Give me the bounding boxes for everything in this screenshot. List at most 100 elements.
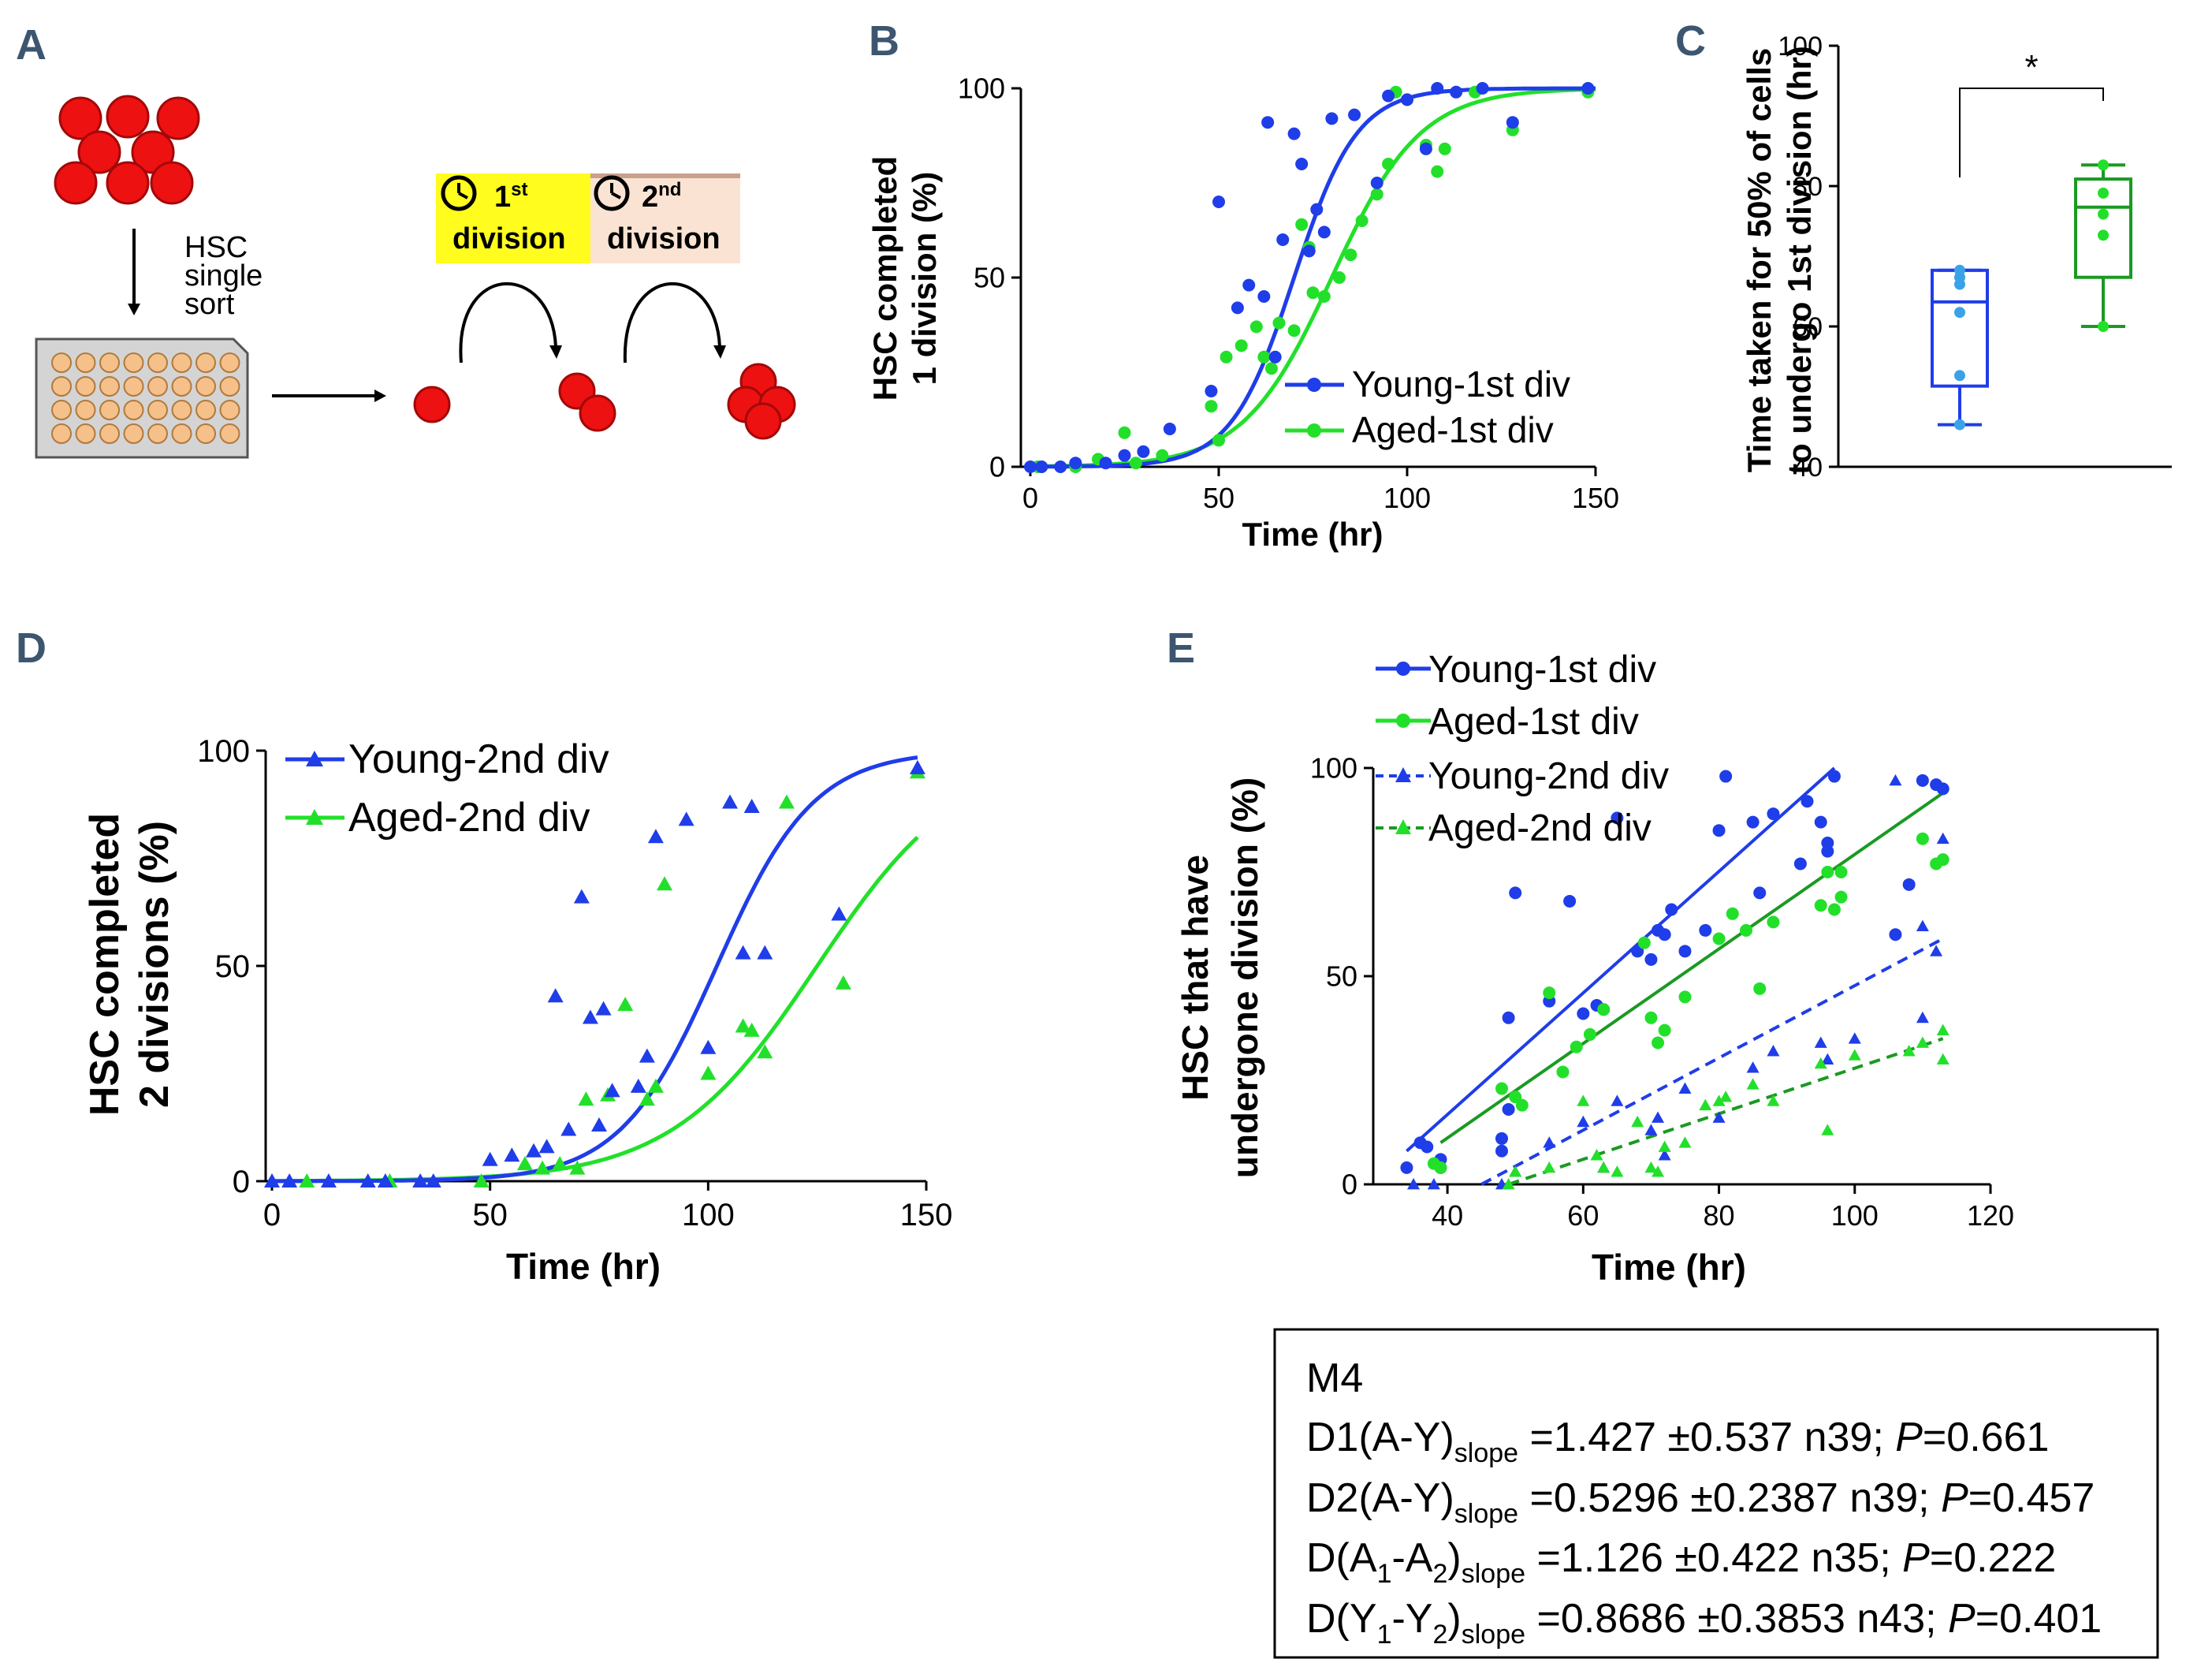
data-point-young-1st-div	[1563, 894, 1577, 908]
stats-title: M4	[1306, 1355, 1363, 1401]
data-point-young-1st-div	[1400, 1161, 1413, 1174]
data-point-young-1st-div	[1801, 795, 1814, 808]
panel-label-a: A	[16, 21, 47, 69]
data-point-aged-2nd-div	[1644, 1161, 1658, 1173]
data-point-young-1st-div	[1678, 945, 1692, 958]
legend-marker-e-aged-1st	[1396, 714, 1410, 728]
clock-icon	[441, 175, 477, 211]
data-point-aged-2nd-div	[1936, 1053, 1949, 1064]
data-point-young-1st-div	[1793, 857, 1807, 871]
legend-e: Young-1st div Aged-1st div Young-2nd div…	[1376, 649, 1669, 849]
data-point-young-2nd	[591, 1117, 607, 1132]
data-point-young-1st-div	[1889, 928, 1902, 941]
y-axis-label-e-line-1: HSC that have	[1175, 855, 1216, 1101]
data-point-young-1st-div	[1509, 886, 1522, 900]
data-point-young-1st-div	[1719, 770, 1733, 783]
x-tick-label: 100	[1831, 1199, 1879, 1232]
well	[147, 376, 168, 397]
data-point-aged-1st	[1332, 271, 1346, 284]
legend-marker-e-aged-2nd	[1395, 819, 1411, 834]
data-point-young-2nd	[743, 798, 760, 813]
regression-line-young-1st-div	[1406, 766, 1836, 1153]
data-point-young-1st	[1581, 82, 1595, 95]
data-point-young-1st	[1302, 244, 1316, 258]
data-point-young	[1954, 307, 1965, 319]
panel-label-c: C	[1675, 17, 1706, 65]
data-point-young	[1954, 264, 1965, 276]
legend-marker-aged-2nd	[306, 809, 323, 825]
well	[147, 400, 168, 420]
data-point-young-2nd-div	[1916, 1011, 1929, 1023]
data-point-young-1st	[1506, 116, 1519, 129]
well	[171, 400, 192, 420]
data-point-aged-2nd-div	[1814, 1057, 1827, 1069]
well	[51, 400, 72, 420]
data-point-young-2nd	[425, 1173, 441, 1187]
y-axis-label-c-line-1: Time taken for 50% of cells	[1741, 48, 1778, 472]
data-point-young-1st-div	[1902, 878, 1916, 891]
data-point-aged	[2098, 321, 2109, 332]
daughter-cell	[579, 394, 616, 432]
well	[75, 400, 96, 420]
data-point-aged-1st-div	[1583, 1027, 1596, 1041]
data-point-young-2nd-div	[1427, 1178, 1440, 1190]
x-tick-label: 100	[682, 1198, 735, 1232]
panel-label-d: D	[16, 624, 47, 672]
data-point-young-1st	[1450, 85, 1463, 99]
well	[51, 352, 72, 373]
data-point-aged-2nd	[743, 1022, 760, 1037]
y-tick-label: 50	[1326, 960, 1357, 993]
y-tick-label: 50	[974, 262, 1005, 294]
data-point-young-1st-div	[1712, 824, 1726, 837]
data-point-aged-2nd-div	[1652, 1165, 1665, 1177]
data-point-aged-1st-div	[1570, 1040, 1583, 1053]
data-point-young-2nd	[504, 1147, 520, 1162]
data-point-aged-1st	[1249, 320, 1263, 334]
well	[75, 376, 96, 397]
second-division-word: division	[607, 222, 721, 255]
data-point-aged-1st-div	[1556, 1065, 1570, 1079]
panel-label-b: B	[869, 17, 899, 65]
data-point-aged-2nd-div	[1543, 1161, 1556, 1173]
data-point-young-1st	[1476, 82, 1489, 95]
data-point-aged-2nd	[473, 1173, 490, 1187]
data-point-young-2nd	[359, 1173, 376, 1187]
data-point-young-1st	[1325, 112, 1339, 125]
data-point-aged-1st	[1156, 449, 1169, 462]
data-point-young-2nd-div	[1644, 1124, 1658, 1135]
data-point-young-2nd	[735, 945, 751, 960]
data-point-young-2nd-div	[1767, 1045, 1780, 1057]
plate-arrowhead	[374, 390, 386, 402]
data-point-young-1st-div	[1502, 1102, 1515, 1116]
well	[99, 423, 120, 444]
data-point-young-1st-div	[1665, 903, 1678, 916]
legend-marker-young	[1307, 378, 1321, 392]
x-tick-label: 60	[1567, 1199, 1599, 1232]
legend-label-aged-1st: Aged-1st div	[1352, 409, 1554, 450]
data-point-aged-2nd	[552, 1156, 568, 1171]
data-point-young-2nd-div	[1848, 1032, 1861, 1044]
data-point-aged-1st-div	[1509, 1091, 1522, 1104]
data-point-young-1st	[1268, 350, 1282, 364]
data-point-aged-2nd-div	[1590, 1149, 1603, 1161]
data-point-young-1st	[1370, 177, 1383, 189]
data-point-young	[1954, 370, 1965, 382]
data-point-young-1st-div	[1611, 811, 1624, 825]
data-point-aged-2nd	[617, 997, 634, 1012]
data-point-young-2nd-div	[1916, 919, 1929, 932]
data-point-aged-2nd-div	[1936, 1023, 1949, 1036]
data-point-young-2nd	[264, 1173, 280, 1187]
data-point-young-2nd	[831, 906, 847, 921]
data-point-aged-2nd	[534, 1160, 551, 1175]
x-tick-label: 50	[1203, 482, 1234, 514]
data-point-aged-1st-div	[1821, 866, 1834, 878]
panel-label-e: E	[1167, 624, 1195, 672]
x-tick-label: 150	[900, 1198, 953, 1232]
data-point-aged-1st	[1438, 142, 1451, 155]
data-point-aged-2nd-div	[1746, 1078, 1760, 1090]
well	[219, 376, 240, 397]
data-point-aged-2nd-div	[1502, 1178, 1515, 1190]
data-point-young-2nd	[377, 1173, 393, 1187]
hsc-division-schematic: HSC single sort 1st division 2nd divisio…	[35, 95, 796, 459]
data-point-young-2nd-div	[1712, 1111, 1726, 1123]
